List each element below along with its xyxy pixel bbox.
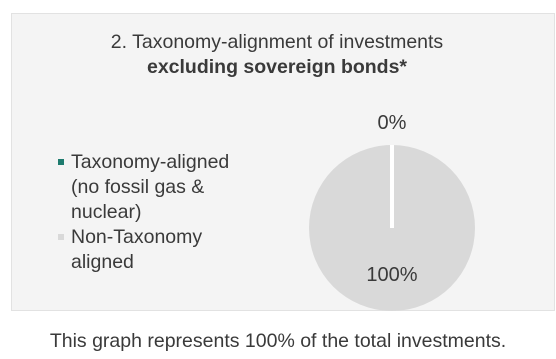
legend-item-non-taxonomy-aligned: Non-Taxonomy aligned (58, 225, 248, 275)
data-label-non-taxonomy-aligned: 100% (366, 264, 417, 286)
legend-item-taxonomy-aligned: Taxonomy-aligned (no fossil gas & nuclea… (58, 150, 248, 225)
chart-title: 2. Taxonomy-alignment of investments exc… (12, 30, 542, 80)
chart-title-line2: excluding sovereign bonds* (146, 56, 408, 78)
data-label-taxonomy-aligned: 0% (378, 112, 407, 134)
footnote: This graph represents 100% of the total … (49, 330, 507, 352)
legend-label-taxonomy-aligned: Taxonomy-aligned (no fossil gas & nuclea… (71, 151, 230, 223)
chart-legend: Taxonomy-aligned (no fossil gas & nuclea… (58, 150, 248, 275)
legend-label-non-taxonomy-aligned: Non-Taxonomy aligned (71, 226, 203, 273)
chart-title-line1: 2. Taxonomy-alignment of investments (110, 31, 444, 53)
legend-swatch-non-taxonomy-aligned (58, 234, 64, 240)
chart-panel: 2. Taxonomy-alignment of investments exc… (11, 13, 555, 311)
legend-swatch-taxonomy-aligned (58, 159, 64, 165)
